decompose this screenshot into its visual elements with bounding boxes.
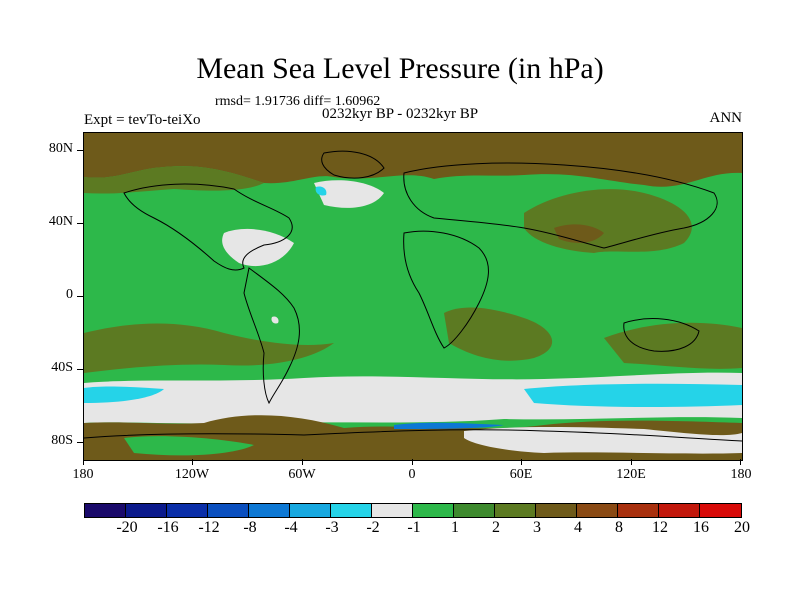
colorbar-swatch [495, 504, 536, 517]
colorbar-swatch [85, 504, 126, 517]
colorbar-label: 4 [574, 519, 582, 536]
colorbar-swatch [536, 504, 577, 517]
colorbar-swatch [249, 504, 290, 517]
antarctic-light [464, 427, 742, 454]
x-tick-mark [412, 459, 413, 465]
colorbar-label: 2 [492, 519, 500, 536]
y-tick-mark [77, 442, 83, 443]
x-tick-label: 180 [72, 467, 94, 482]
colorbar-swatch [577, 504, 618, 517]
colorbar-label: 20 [734, 519, 750, 536]
antarctic-blue-strip [394, 422, 504, 429]
period-subtitle: 0232kyr BP - 0232kyr BP [322, 106, 479, 122]
southern-ocean-cyan-west [84, 386, 164, 403]
colorbar-swatch [454, 504, 495, 517]
colorbar-label: -8 [243, 519, 257, 536]
y-tick-label: 80N [48, 141, 73, 156]
y-tick-mark [77, 223, 83, 224]
colorbar-label: -20 [116, 519, 138, 536]
colorbar-label: -4 [284, 519, 298, 536]
colorbar-swatch [700, 504, 741, 517]
southern-ocean-cyan-east [524, 383, 742, 408]
colorbar-label: 12 [652, 519, 668, 536]
x-tick-mark [192, 459, 193, 465]
colorbar-swatch [290, 504, 331, 517]
colorbar-label: -1 [407, 519, 421, 536]
coastlines [84, 150, 742, 442]
x-tick-label: 0 [408, 467, 416, 482]
y-tick-mark [77, 296, 83, 297]
x-tick-label: 60E [509, 467, 533, 482]
x-tick-mark [521, 459, 522, 465]
colorbar-swatch [413, 504, 454, 517]
y-tick-label: 0 [66, 287, 73, 302]
colorbar-swatch [372, 504, 413, 517]
colorbar-label: 8 [615, 519, 623, 536]
stats-subtitle: rmsd= 1.91736 diff= 1.60962 [215, 94, 381, 109]
experiment-label: Expt = tevTo-teiXo [84, 112, 201, 128]
y-tick-mark [77, 150, 83, 151]
colorbar-label: -16 [157, 519, 179, 536]
north-atlantic-cyan [315, 186, 327, 196]
pacific-light [271, 316, 279, 324]
x-tick-label: 120W [174, 467, 210, 482]
colorbar-label: -3 [325, 519, 339, 536]
colorbar-label: -2 [366, 519, 380, 536]
x-tick-label: 120E [616, 467, 646, 482]
x-tick-mark [302, 459, 303, 465]
x-tick-label: 180 [730, 467, 752, 482]
x-tick-mark [631, 459, 632, 465]
tibet-anomaly [554, 224, 604, 243]
x-tick-label: 60W [288, 467, 316, 482]
antarctic-green [124, 436, 254, 456]
south-indian-anomaly [604, 322, 742, 369]
y-tick-label: 40N [48, 214, 73, 229]
colorbar-swatch [167, 504, 208, 517]
colorbar-swatch [331, 504, 372, 517]
arctic-high-anomaly [84, 133, 742, 187]
colorbar [84, 503, 742, 518]
north-atlantic-light [314, 180, 384, 208]
page-title: Mean Sea Level Pressure (in hPa) [196, 52, 604, 85]
y-tick-mark [77, 369, 83, 370]
season-label: ANN [709, 110, 743, 126]
colorbar-label: -12 [198, 519, 220, 536]
colorbar-label: 1 [451, 519, 459, 536]
map-canvas [84, 133, 742, 460]
x-tick-mark [740, 459, 741, 465]
y-tick-label: 80S [51, 433, 73, 448]
colorbar-swatch [659, 504, 700, 517]
x-tick-mark [83, 459, 84, 465]
colorbar-label: 16 [693, 519, 709, 536]
pressure-map [83, 132, 743, 461]
southern-africa-anomaly [444, 307, 553, 361]
y-tick-label: 40S [51, 360, 73, 375]
colorbar-swatch [126, 504, 167, 517]
colorbar-swatch [618, 504, 659, 517]
south-pacific-anomaly [84, 323, 334, 373]
colorbar-swatch [208, 504, 249, 517]
colorbar-label: 3 [533, 519, 541, 536]
